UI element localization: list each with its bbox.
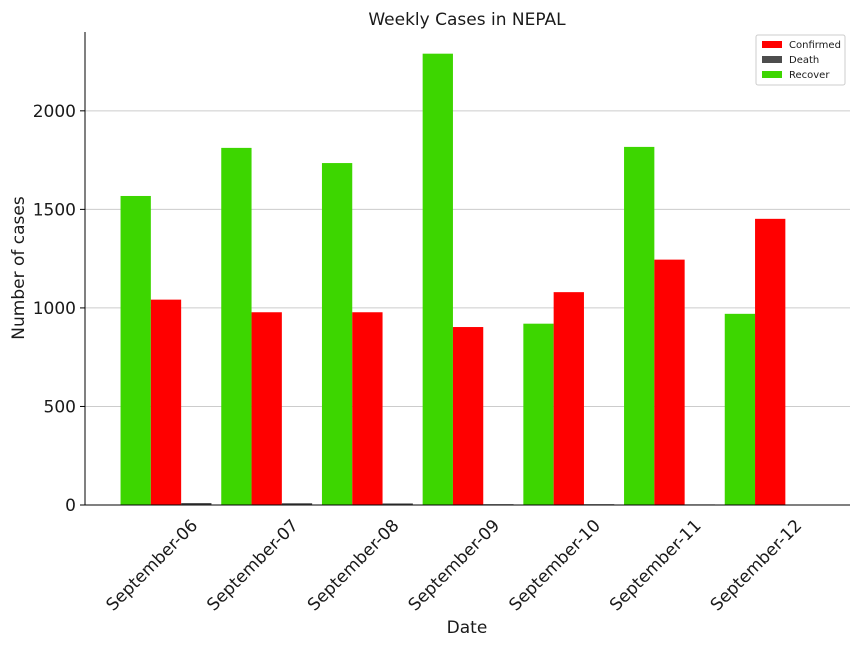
bar-recover <box>120 195 151 505</box>
x-axis-title: Date <box>447 618 488 638</box>
bar-recover <box>724 313 756 505</box>
bar-recover <box>422 53 453 505</box>
y-ticks: 0 500 1000 1500 2000 <box>33 102 85 516</box>
bar-recover <box>221 147 252 505</box>
y-tick-label: 0 <box>65 496 76 516</box>
bar-confirmed <box>755 218 786 505</box>
bar-confirmed <box>452 327 484 505</box>
legend-label-recover: Recover <box>789 70 830 81</box>
bar-confirmed <box>150 299 182 505</box>
bar-confirmed <box>654 259 685 505</box>
legend-swatch-recover <box>762 71 782 78</box>
legend-label-death: Death <box>789 55 819 66</box>
chart-title: Weekly Cases in NEPAL <box>368 10 566 30</box>
bar-confirmed <box>251 312 282 505</box>
legend-swatch-confirmed <box>762 41 782 48</box>
legend-label-confirmed: Confirmed <box>789 40 841 51</box>
x-tick-label: September-10 <box>505 516 604 615</box>
bar-recover <box>321 163 353 505</box>
x-tick-label: September-09 <box>405 516 504 615</box>
bar-death <box>281 503 313 505</box>
x-tick-label: September-07 <box>203 516 302 615</box>
bar-recover <box>523 323 554 505</box>
bar-confirmed <box>352 312 383 505</box>
bar-death <box>181 503 212 505</box>
bars <box>120 53 816 505</box>
bar-confirmed <box>553 292 584 505</box>
y-tick-label: 1500 <box>33 200 76 220</box>
y-tick-label: 2000 <box>33 102 76 122</box>
x-tick-label: September-08 <box>304 516 403 615</box>
y-axis-title: Number of cases <box>9 196 29 340</box>
y-tick-label: 1000 <box>33 299 76 319</box>
x-ticks: September-06 September-07 September-08 Sept… <box>103 516 807 615</box>
legend-swatch-death <box>762 56 782 63</box>
x-tick-label: September-11 <box>606 516 705 615</box>
bar-recover <box>624 146 655 505</box>
legend: Confirmed Death Recover <box>755 34 846 86</box>
y-tick-label: 500 <box>44 397 76 417</box>
bar-death <box>382 503 413 505</box>
x-tick-label: September-06 <box>103 516 202 615</box>
x-tick-label: September-12 <box>707 516 806 615</box>
